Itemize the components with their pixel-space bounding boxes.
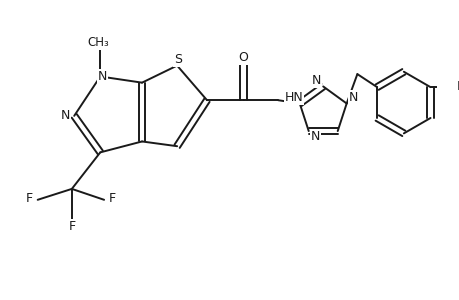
Text: N: N bbox=[310, 130, 320, 143]
Text: N: N bbox=[311, 74, 320, 87]
Text: HN: HN bbox=[284, 91, 303, 104]
Text: N: N bbox=[61, 110, 70, 122]
Text: S: S bbox=[174, 53, 182, 66]
Text: N: N bbox=[97, 70, 106, 83]
Text: F: F bbox=[26, 192, 33, 206]
Text: F: F bbox=[456, 80, 459, 93]
Text: O: O bbox=[238, 52, 248, 64]
Text: CH₃: CH₃ bbox=[87, 36, 109, 49]
Text: N: N bbox=[348, 91, 358, 104]
Text: F: F bbox=[68, 220, 75, 233]
Text: F: F bbox=[109, 192, 116, 206]
